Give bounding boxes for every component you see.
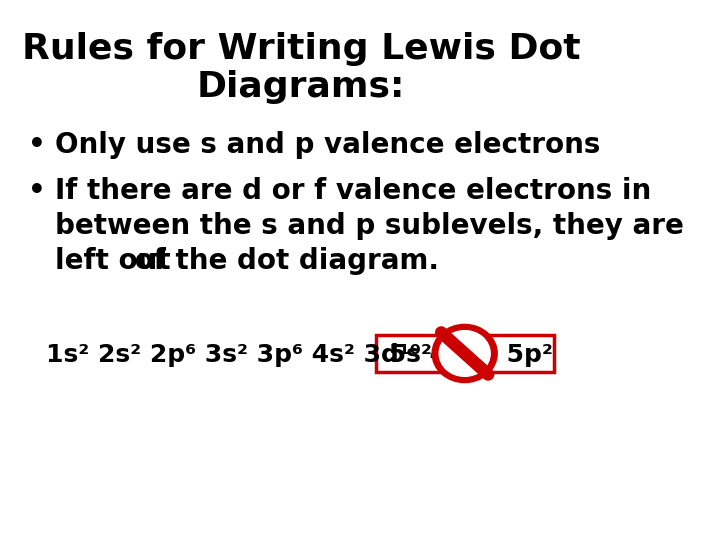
Text: If there are d or f valence electrons in: If there are d or f valence electrons in	[55, 177, 651, 205]
Text: of the dot diagram.: of the dot diagram.	[125, 247, 439, 275]
Text: Only use s and p valence electrons: Only use s and p valence electrons	[55, 131, 600, 159]
Text: •: •	[28, 177, 46, 205]
Text: 5s² 4d¹⁰ 5p²: 5s² 4d¹⁰ 5p²	[380, 343, 554, 367]
Circle shape	[439, 330, 490, 376]
Text: Rules for Writing Lewis Dot: Rules for Writing Lewis Dot	[22, 32, 580, 66]
Text: left out: left out	[55, 247, 171, 275]
Circle shape	[431, 323, 498, 383]
Text: Diagrams:: Diagrams:	[197, 70, 405, 104]
Text: 1s² 2s² 2p⁶ 3s² 3p⁶ 4s² 3d¹⁰ 4p⁶: 1s² 2s² 2p⁶ 3s² 3p⁶ 4s² 3d¹⁰ 4p⁶	[46, 343, 476, 367]
Text: between the s and p sublevels, they are: between the s and p sublevels, they are	[55, 212, 684, 240]
Text: •: •	[28, 131, 46, 159]
